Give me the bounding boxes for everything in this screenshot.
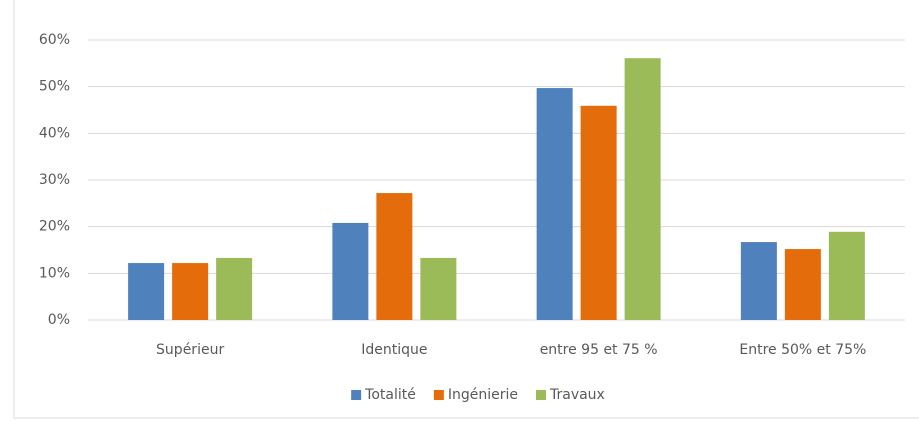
bar	[740, 242, 777, 320]
bar	[784, 249, 821, 320]
bar	[332, 222, 369, 320]
bar	[536, 88, 573, 320]
x-tick-label: Supérieur	[156, 342, 224, 358]
legend-swatch	[351, 390, 362, 400]
bar	[624, 58, 661, 320]
legend-swatch	[433, 390, 444, 400]
y-tick-label: 10%	[39, 265, 70, 281]
y-tick-label: 50%	[39, 79, 70, 95]
bar	[376, 193, 413, 320]
legend-swatch	[535, 390, 546, 400]
bar	[420, 257, 457, 320]
bar	[828, 231, 865, 320]
legend-label: Totalité	[364, 387, 416, 403]
y-tick-label: 40%	[39, 125, 70, 141]
x-tick-label: entre 95 et 75 %	[540, 342, 658, 358]
bar	[216, 257, 253, 320]
bar	[580, 105, 617, 320]
y-tick-label: 30%	[39, 172, 70, 188]
y-tick-label: 20%	[39, 219, 70, 235]
x-tick-label: Identique	[361, 342, 427, 358]
y-tick-label: 0%	[48, 312, 70, 328]
legend-label: Ingénierie	[448, 387, 518, 403]
y-tick-label: 60%	[39, 32, 70, 48]
legend-label: Travaux	[549, 387, 605, 403]
x-tick-label: Entre 50% et 75%	[739, 342, 866, 358]
bar	[172, 263, 209, 320]
bar	[128, 263, 165, 320]
